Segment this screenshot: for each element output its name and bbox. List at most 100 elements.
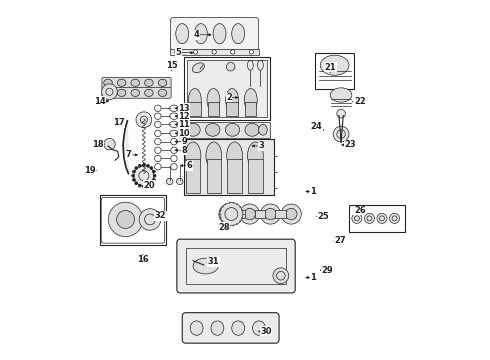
- Text: 19: 19: [84, 166, 96, 175]
- Text: 3: 3: [258, 141, 264, 150]
- FancyBboxPatch shape: [171, 18, 259, 50]
- Circle shape: [153, 174, 156, 177]
- Bar: [255, 210, 266, 219]
- Circle shape: [147, 184, 149, 187]
- Text: 25: 25: [318, 212, 329, 221]
- Circle shape: [231, 50, 235, 54]
- Bar: [186, 159, 200, 193]
- Ellipse shape: [206, 142, 221, 169]
- Text: 10: 10: [178, 129, 190, 138]
- Ellipse shape: [225, 123, 240, 136]
- Text: 20: 20: [143, 181, 155, 190]
- Circle shape: [139, 209, 161, 230]
- FancyBboxPatch shape: [184, 122, 270, 138]
- Bar: [349, 205, 405, 232]
- Ellipse shape: [193, 258, 218, 274]
- Bar: [207, 159, 221, 193]
- Ellipse shape: [195, 24, 207, 44]
- Bar: [189, 102, 200, 116]
- Circle shape: [390, 213, 399, 224]
- Text: 17: 17: [113, 118, 124, 127]
- Text: 22: 22: [354, 97, 366, 106]
- FancyBboxPatch shape: [171, 49, 259, 55]
- Bar: [245, 102, 256, 116]
- Circle shape: [377, 213, 387, 224]
- Circle shape: [117, 211, 135, 228]
- FancyBboxPatch shape: [177, 239, 295, 293]
- Ellipse shape: [259, 125, 267, 135]
- Ellipse shape: [330, 88, 352, 102]
- Circle shape: [101, 84, 117, 100]
- Circle shape: [219, 204, 239, 224]
- Text: 28: 28: [219, 223, 230, 232]
- Circle shape: [176, 178, 183, 185]
- Circle shape: [132, 170, 135, 173]
- Bar: [275, 210, 286, 219]
- Ellipse shape: [245, 89, 257, 112]
- Circle shape: [337, 109, 345, 118]
- Text: 2: 2: [226, 93, 232, 102]
- Ellipse shape: [232, 24, 245, 44]
- Text: 1: 1: [310, 187, 316, 196]
- Text: 23: 23: [344, 140, 356, 149]
- Circle shape: [281, 204, 301, 224]
- Ellipse shape: [145, 79, 153, 86]
- Ellipse shape: [320, 55, 349, 75]
- Text: 12: 12: [178, 112, 190, 121]
- Bar: [184, 57, 270, 120]
- Ellipse shape: [207, 89, 220, 112]
- Circle shape: [135, 182, 138, 185]
- Circle shape: [138, 184, 141, 187]
- FancyBboxPatch shape: [187, 60, 267, 117]
- Circle shape: [194, 50, 197, 54]
- Circle shape: [138, 164, 141, 167]
- Ellipse shape: [104, 79, 112, 86]
- Circle shape: [136, 112, 152, 128]
- Circle shape: [147, 164, 149, 167]
- Ellipse shape: [188, 89, 201, 112]
- Bar: [186, 248, 286, 284]
- Ellipse shape: [211, 321, 224, 335]
- Text: 11: 11: [178, 120, 190, 129]
- Circle shape: [365, 213, 374, 224]
- Ellipse shape: [205, 123, 220, 136]
- Circle shape: [152, 170, 155, 173]
- Bar: [100, 195, 166, 244]
- Ellipse shape: [117, 79, 126, 86]
- Ellipse shape: [232, 321, 245, 335]
- Text: 29: 29: [321, 266, 333, 275]
- Circle shape: [273, 268, 289, 284]
- Circle shape: [240, 204, 260, 224]
- Bar: [226, 102, 238, 116]
- Text: 24: 24: [311, 122, 322, 131]
- Text: 15: 15: [166, 61, 177, 70]
- Text: 32: 32: [155, 211, 167, 220]
- Circle shape: [333, 126, 349, 142]
- Text: 4: 4: [194, 30, 199, 39]
- Text: 16: 16: [137, 255, 148, 264]
- Text: 26: 26: [354, 206, 366, 215]
- FancyBboxPatch shape: [102, 87, 171, 98]
- Circle shape: [352, 213, 362, 224]
- Text: 13: 13: [178, 104, 190, 113]
- Polygon shape: [123, 121, 128, 174]
- Circle shape: [260, 204, 280, 224]
- Ellipse shape: [227, 142, 243, 169]
- Circle shape: [265, 208, 276, 220]
- FancyBboxPatch shape: [184, 139, 274, 195]
- Text: 27: 27: [334, 237, 346, 246]
- Circle shape: [286, 208, 297, 220]
- Text: 1: 1: [310, 273, 316, 282]
- Ellipse shape: [158, 79, 167, 86]
- Text: 9: 9: [181, 137, 187, 146]
- Circle shape: [244, 208, 255, 220]
- Circle shape: [143, 163, 146, 166]
- Ellipse shape: [186, 123, 200, 136]
- Ellipse shape: [185, 142, 201, 169]
- Bar: [234, 210, 245, 219]
- Ellipse shape: [131, 89, 140, 96]
- Bar: [227, 159, 242, 193]
- Ellipse shape: [117, 89, 126, 96]
- Circle shape: [132, 178, 135, 181]
- FancyBboxPatch shape: [102, 77, 171, 88]
